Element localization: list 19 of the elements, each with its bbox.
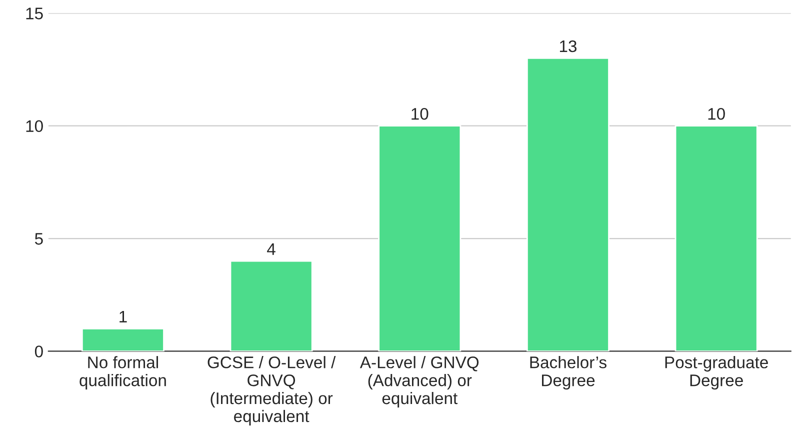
x-tick-label: GCSE / O-Level / GNVQ (Intermediate) or equivalent [208, 356, 336, 426]
data-label: 10 [412, 108, 428, 120]
y-tick-label: 10 [26, 120, 43, 132]
data-label: 13 [560, 40, 577, 52]
y-tick-label: 15 [26, 8, 43, 20]
bar [674, 125, 758, 352]
x-tick-label: Bachelor’s Degree [530, 356, 606, 390]
bar [81, 328, 164, 352]
x-tick-label: Post-graduate Degree [665, 356, 768, 390]
x-tick-label: No formal qualification [80, 356, 166, 390]
data-label: 4 [267, 243, 276, 255]
data-label: 1 [120, 310, 127, 322]
bar [230, 260, 313, 352]
bar [526, 58, 610, 352]
bar [378, 125, 462, 352]
data-label: 10 [708, 108, 725, 120]
y-tick-label: 5 [34, 233, 43, 245]
x-tick-label: A-Level / GNVQ (Advanced) or equivalent [360, 356, 479, 408]
y-tick-label: 0 [34, 346, 43, 358]
